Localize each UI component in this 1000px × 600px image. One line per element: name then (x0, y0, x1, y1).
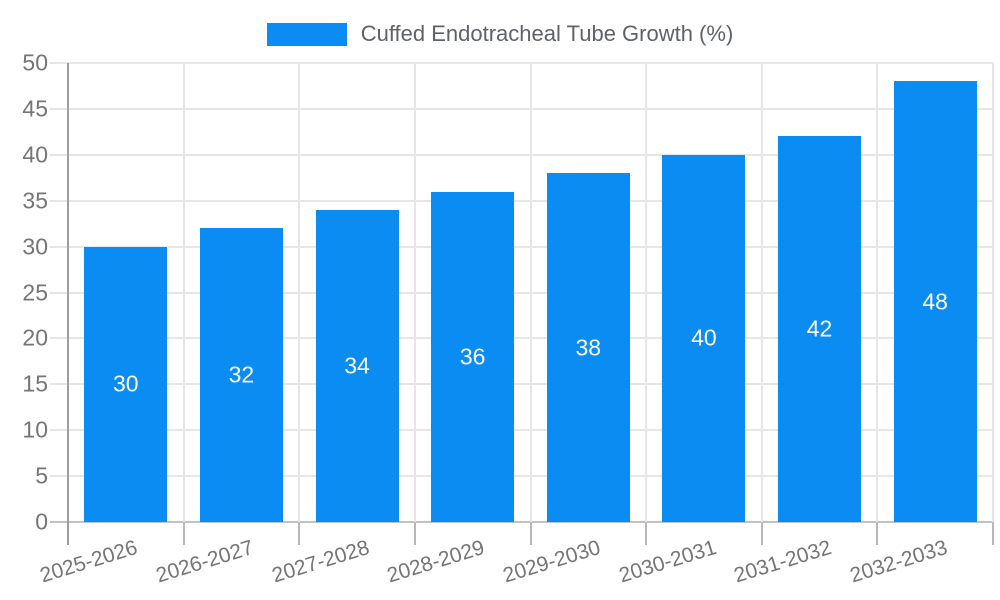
y-gridline (50, 199, 993, 202)
y-gridline (50, 383, 993, 386)
y-axis-tick-label: 45 (22, 95, 48, 122)
bar (431, 191, 515, 522)
bar-value-label: 42 (806, 315, 833, 342)
y-gridline (50, 337, 993, 340)
x-gridline (760, 63, 763, 522)
y-axis-tick-label: 0 (35, 508, 48, 535)
x-gridline (298, 63, 301, 522)
x-axis-tick (182, 522, 185, 545)
y-axis-tick-label: 5 (35, 462, 48, 489)
bar-value-label: 38 (575, 334, 602, 361)
x-gridline (992, 63, 994, 522)
bar (778, 136, 862, 522)
bar-value-label: 30 (113, 370, 139, 397)
y-axis-tick-label: 10 (22, 416, 48, 443)
x-axis-tick (760, 522, 763, 545)
x-gridline (876, 63, 879, 522)
x-axis-tick-label: 2031-2032 (731, 536, 835, 588)
y-axis-line (67, 63, 69, 545)
bar (546, 173, 630, 522)
bar-value-label: 34 (344, 352, 370, 379)
y-axis-tick-label: 30 (22, 233, 48, 260)
x-axis-tick-label: 2030-2031 (615, 536, 719, 588)
x-axis-tick (529, 522, 532, 545)
x-gridline (645, 63, 648, 522)
legend-swatch (266, 22, 347, 46)
bar (662, 154, 746, 522)
chart-legend: Cuffed Endotracheal Tube Growth (%) (0, 18, 1000, 50)
x-axis-tick-label: 2032-2033 (847, 536, 950, 588)
y-gridline (50, 291, 993, 294)
bar-value-label: 40 (691, 324, 717, 351)
x-axis-tick-label: 2029-2030 (500, 536, 604, 588)
x-axis-tick-label: 2027-2028 (269, 536, 372, 588)
y-axis-tick-label: 40 (22, 141, 48, 168)
x-axis-tick (645, 522, 648, 545)
y-axis-tick-label: 15 (22, 370, 48, 397)
y-gridline (50, 521, 993, 523)
x-gridline (529, 63, 532, 522)
y-gridline (50, 245, 993, 248)
bar (84, 246, 168, 522)
bar (199, 228, 283, 522)
y-axis-tick-label: 50 (22, 49, 48, 76)
y-gridline (50, 153, 993, 156)
bar (315, 209, 399, 522)
x-axis-tick-label: 2028-2029 (384, 536, 488, 588)
x-axis-tick-label: 2026-2027 (153, 536, 257, 588)
bar (893, 81, 977, 522)
x-axis-tick-label: 2025-2026 (37, 536, 141, 588)
x-axis-tick (413, 522, 416, 545)
x-gridline (413, 63, 416, 522)
y-gridline (50, 475, 993, 478)
bar-value-label: 32 (228, 361, 255, 388)
y-axis-tick-label: 20 (22, 324, 48, 351)
legend-label: Cuffed Endotracheal Tube Growth (%) (360, 21, 734, 46)
y-axis-tick-label: 25 (22, 279, 48, 305)
x-axis-tick (298, 522, 301, 545)
bar-value-label: 48 (922, 288, 948, 315)
y-gridline (50, 62, 993, 64)
x-axis-tick (992, 522, 994, 545)
y-axis-tick-label: 35 (22, 187, 48, 214)
x-axis-tick (876, 522, 879, 545)
y-gridline (50, 107, 993, 110)
y-gridline (50, 429, 993, 432)
bar-value-label: 36 (459, 343, 486, 370)
x-gridline (182, 63, 185, 522)
